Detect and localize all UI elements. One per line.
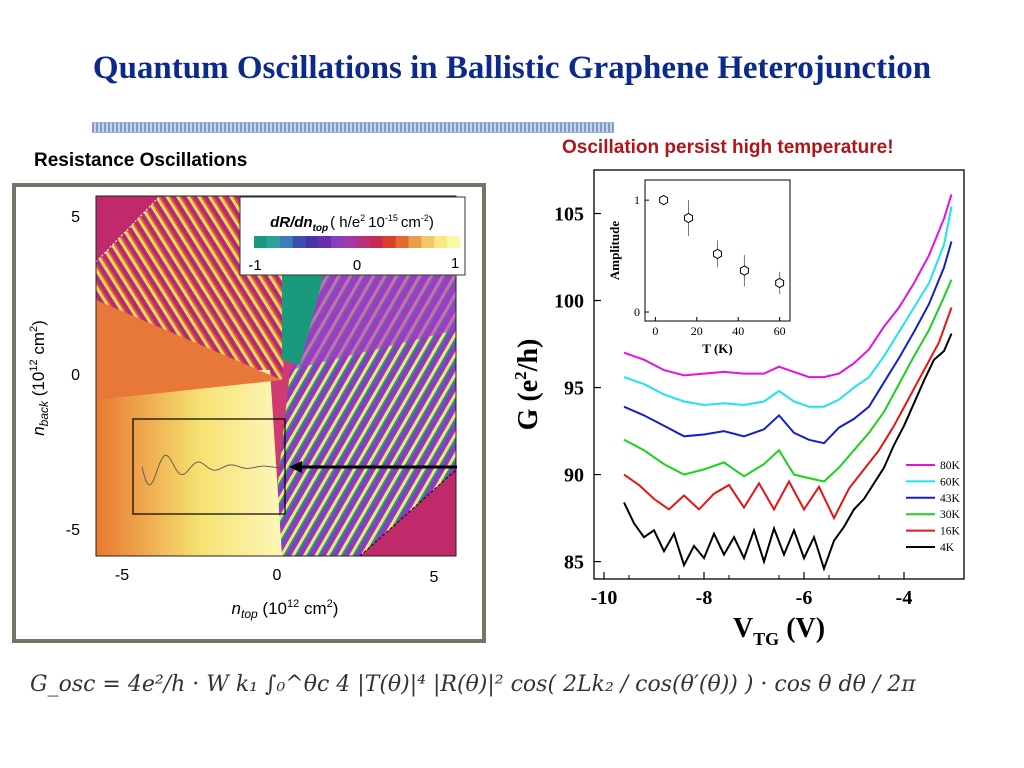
inset-x-tick-label: 0 <box>652 324 658 338</box>
map-y-axis-title: nback (1012 cm2) <box>28 320 51 436</box>
inset-x-tick-label: 20 <box>691 324 703 338</box>
inset-data-point <box>713 248 722 260</box>
colorbar-cell <box>318 236 332 248</box>
legend-label-43K: 43K <box>940 493 961 505</box>
colorbar-tick-mid: 0 <box>353 257 361 274</box>
colorbar-cell <box>305 236 319 248</box>
y-tick-label: 90 <box>564 465 584 487</box>
inset-x-axis-title: T (K) <box>702 341 732 356</box>
inset-data-point <box>775 277 785 289</box>
colorbar-cell <box>369 236 384 248</box>
map-ytick-5: 5 <box>71 209 80 226</box>
inset-y-tick-label: 0 <box>634 305 640 319</box>
map-xtick-5: 5 <box>430 569 439 586</box>
colorbar-cell <box>408 236 422 248</box>
slide-title: Quantum Oscillations in Ballistic Graphe… <box>92 50 932 86</box>
colorbar-cell <box>344 236 358 248</box>
oscillation-inset-box <box>132 418 286 515</box>
inset-data-point <box>739 265 749 276</box>
x-tick-label: -6 <box>796 587 813 609</box>
series-line-4K <box>623 333 953 572</box>
x-tick-label: -10 <box>591 587 618 609</box>
colorbar-cell <box>266 236 281 248</box>
map-ytick-minus5: -5 <box>66 522 80 539</box>
map-xtick-0: 0 <box>273 567 282 584</box>
legend-label-80K: 80K <box>940 460 961 472</box>
y-tick-label: 100 <box>554 291 584 313</box>
colorbar-cell <box>331 236 345 248</box>
series-line-43K <box>623 241 953 445</box>
resistance-oscillations-heading: Resistance Oscillations <box>34 150 248 171</box>
colorbar-cell <box>254 236 268 248</box>
series-line-16K <box>623 307 953 521</box>
map-ytick-0: 0 <box>71 367 80 384</box>
x-axis-title: VTG (V) <box>733 613 825 649</box>
temperature-heading: Oscillation persist high temperature! <box>562 137 894 158</box>
colorbar-cell <box>421 236 435 248</box>
inset-x-tick-label: 60 <box>774 324 786 338</box>
title-divider <box>92 122 614 133</box>
series-line-30K <box>623 279 953 483</box>
y-tick-label: 85 <box>564 552 584 574</box>
pointer-arrowhead <box>289 461 302 473</box>
y-tick-label: 95 <box>564 378 584 400</box>
y-tick-label: 105 <box>554 204 584 226</box>
inset-y-axis-title: Amplitude <box>607 221 622 280</box>
colorbar-cell <box>434 236 448 248</box>
inset-y-tick-label: 1 <box>634 193 640 207</box>
colorbar-cell <box>292 236 306 248</box>
map-xtick-minus5: -5 <box>115 567 129 584</box>
colorbar: dR/dntop( h/e2 10-15 cm-2) -1 0 1 <box>239 196 466 276</box>
legend-label-30K: 30K <box>940 509 961 521</box>
y-axis-title: G (e2/h) <box>511 339 544 431</box>
colorbar-cell <box>447 236 461 248</box>
map-x-axis-title: ntop (1012 cm2) <box>232 598 339 621</box>
series-line-60K <box>623 206 953 408</box>
colorbar-cell <box>279 236 294 248</box>
series-line-80K <box>623 194 953 379</box>
inset-x-tick-label: 40 <box>732 324 744 338</box>
inset-data-point <box>659 194 669 206</box>
formula-text: G_osc = 4e²/h · W k₁ ∫₀^θc 4 |T(θ)|⁴ |R(… <box>30 672 916 697</box>
legend-label-60K: 60K <box>940 476 961 488</box>
oscillation-formula: G_osc = 4e²/h · W k₁ ∫₀^θc 4 |T(θ)|⁴ |R(… <box>30 672 916 697</box>
colorbar-cell <box>395 236 409 248</box>
colorbar-tick-max: 1 <box>451 255 459 272</box>
colorbar-cell <box>357 236 371 248</box>
legend-label-16K: 16K <box>940 526 961 538</box>
colorbar-tick-min: -1 <box>248 257 261 274</box>
colorbar-title: dR/dntop( h/e2 10-15 cm-2) <box>270 213 434 234</box>
colorbar-cell <box>382 236 397 248</box>
inset-data-point <box>684 212 693 224</box>
oscillation-trace <box>141 454 283 486</box>
legend-label-4K: 4K <box>940 542 955 554</box>
x-tick-label: -8 <box>696 587 713 609</box>
x-tick-label: -4 <box>896 587 913 609</box>
